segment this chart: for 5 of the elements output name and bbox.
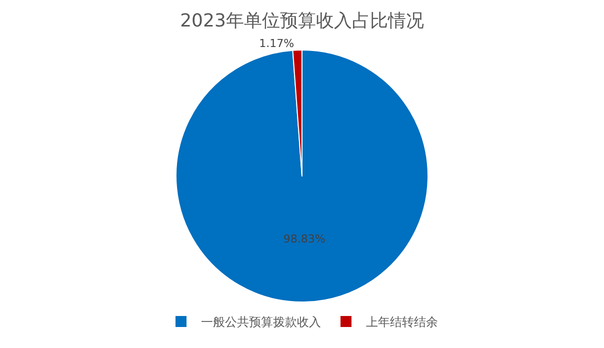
data-label: 98.83% [283, 232, 326, 246]
legend-label: 一般公共预算拨款收入 [201, 315, 321, 330]
legend-label: 上年结转结余 [366, 315, 438, 330]
data-label: 1.17% [259, 37, 294, 50]
chart-title: 2023年单位预算收入占比情况 [180, 10, 424, 32]
